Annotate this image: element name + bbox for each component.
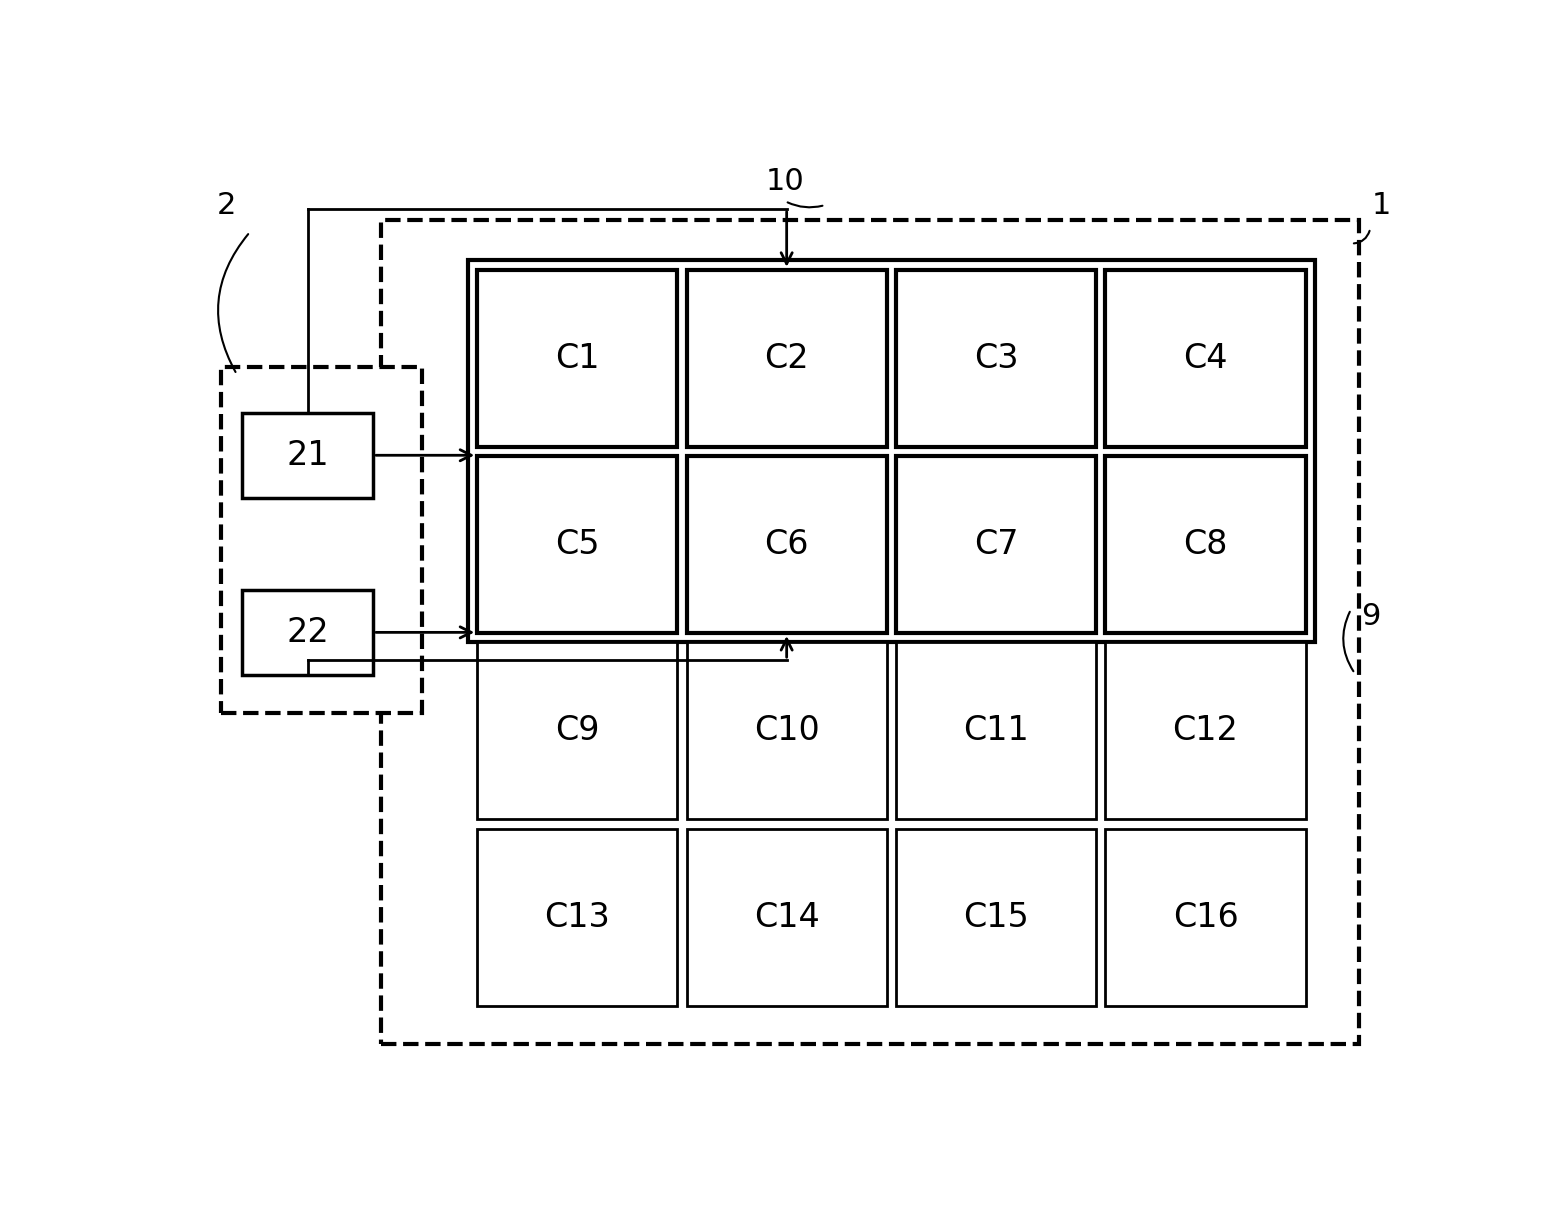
Text: 9: 9 bbox=[1361, 603, 1380, 632]
Text: C6: C6 bbox=[765, 528, 809, 561]
Bar bbox=[477, 829, 677, 1006]
Bar bbox=[1105, 457, 1306, 633]
Bar bbox=[1105, 643, 1306, 819]
Polygon shape bbox=[221, 367, 422, 713]
Text: C1: C1 bbox=[555, 342, 599, 374]
Text: C8: C8 bbox=[1184, 528, 1228, 561]
Text: 21: 21 bbox=[287, 439, 329, 472]
Bar bbox=[687, 829, 887, 1006]
Text: C10: C10 bbox=[754, 714, 820, 748]
Bar bbox=[1105, 829, 1306, 1006]
Text: C16: C16 bbox=[1173, 901, 1239, 934]
Bar bbox=[477, 643, 677, 819]
Bar bbox=[477, 269, 677, 447]
Bar bbox=[243, 590, 373, 675]
Bar bbox=[895, 829, 1096, 1006]
Text: C2: C2 bbox=[764, 342, 809, 374]
Text: C5: C5 bbox=[555, 528, 599, 561]
Bar bbox=[687, 269, 887, 447]
Bar bbox=[477, 457, 677, 633]
Text: 22: 22 bbox=[287, 616, 329, 649]
Text: 10: 10 bbox=[765, 168, 804, 197]
Text: 2: 2 bbox=[218, 191, 237, 220]
Text: C12: C12 bbox=[1173, 714, 1239, 748]
Bar bbox=[467, 261, 1316, 643]
Text: C9: C9 bbox=[555, 714, 599, 748]
Bar bbox=[895, 269, 1096, 447]
Text: C11: C11 bbox=[963, 714, 1029, 748]
Bar bbox=[895, 457, 1096, 633]
Polygon shape bbox=[381, 220, 1359, 1045]
Bar bbox=[895, 643, 1096, 819]
Bar bbox=[1105, 269, 1306, 447]
Bar bbox=[687, 457, 887, 633]
Bar bbox=[687, 643, 887, 819]
Bar bbox=[243, 413, 373, 498]
Text: C4: C4 bbox=[1184, 342, 1228, 374]
Text: 1: 1 bbox=[1372, 191, 1391, 220]
Text: C15: C15 bbox=[963, 901, 1029, 934]
Text: C14: C14 bbox=[754, 901, 820, 934]
Text: C3: C3 bbox=[974, 342, 1018, 374]
Text: C7: C7 bbox=[974, 528, 1018, 561]
Text: C13: C13 bbox=[544, 901, 610, 934]
